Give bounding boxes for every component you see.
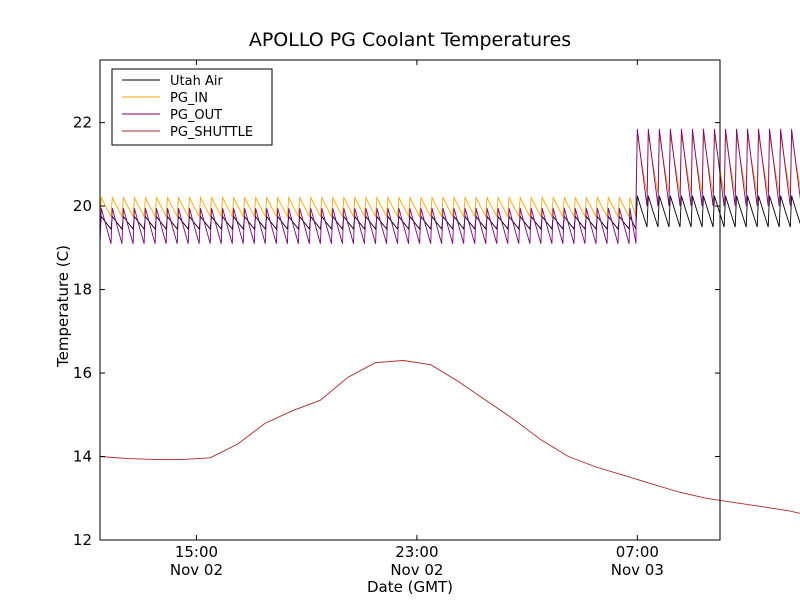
legend-label: PG_IN [170, 91, 208, 106]
x-tick-label-time: 23:00 [395, 543, 438, 561]
y-tick-label: 20 [73, 197, 92, 215]
y-tick-label: 22 [73, 114, 92, 132]
y-tick-label: 14 [73, 448, 92, 466]
x-tick-label-date: Nov 02 [170, 561, 223, 579]
x-axis-title: Date (GMT) [367, 578, 453, 596]
legend-box [111, 68, 273, 146]
x-tick-label-date: Nov 02 [390, 561, 443, 579]
y-tick-label: 18 [73, 281, 92, 299]
series-line-pg-in [99, 135, 800, 219]
legend-label: PG_SHUTTLE [170, 125, 253, 140]
y-axis-title: Temperature (C) [54, 245, 72, 368]
x-tick-label-time: 07:00 [616, 543, 659, 561]
x-tick-label-date: Nov 03 [611, 561, 664, 579]
legend: Utah Air PG_IN PG_OUT PG_SHUTTLE [111, 68, 273, 146]
chart-title: APOLLO PG Coolant Temperatures [249, 29, 571, 51]
y-tick-label: 12 [73, 531, 92, 549]
series-line-pg-shuttle [99, 360, 800, 514]
series-line-pg-out [99, 128, 800, 244]
legend-label: PG_OUT [170, 108, 222, 123]
x-tick-label-time: 15:00 [175, 543, 218, 561]
legend-label: Utah Air [170, 74, 223, 89]
y-tick-label: 16 [73, 364, 92, 382]
plot-frame [99, 59, 721, 541]
